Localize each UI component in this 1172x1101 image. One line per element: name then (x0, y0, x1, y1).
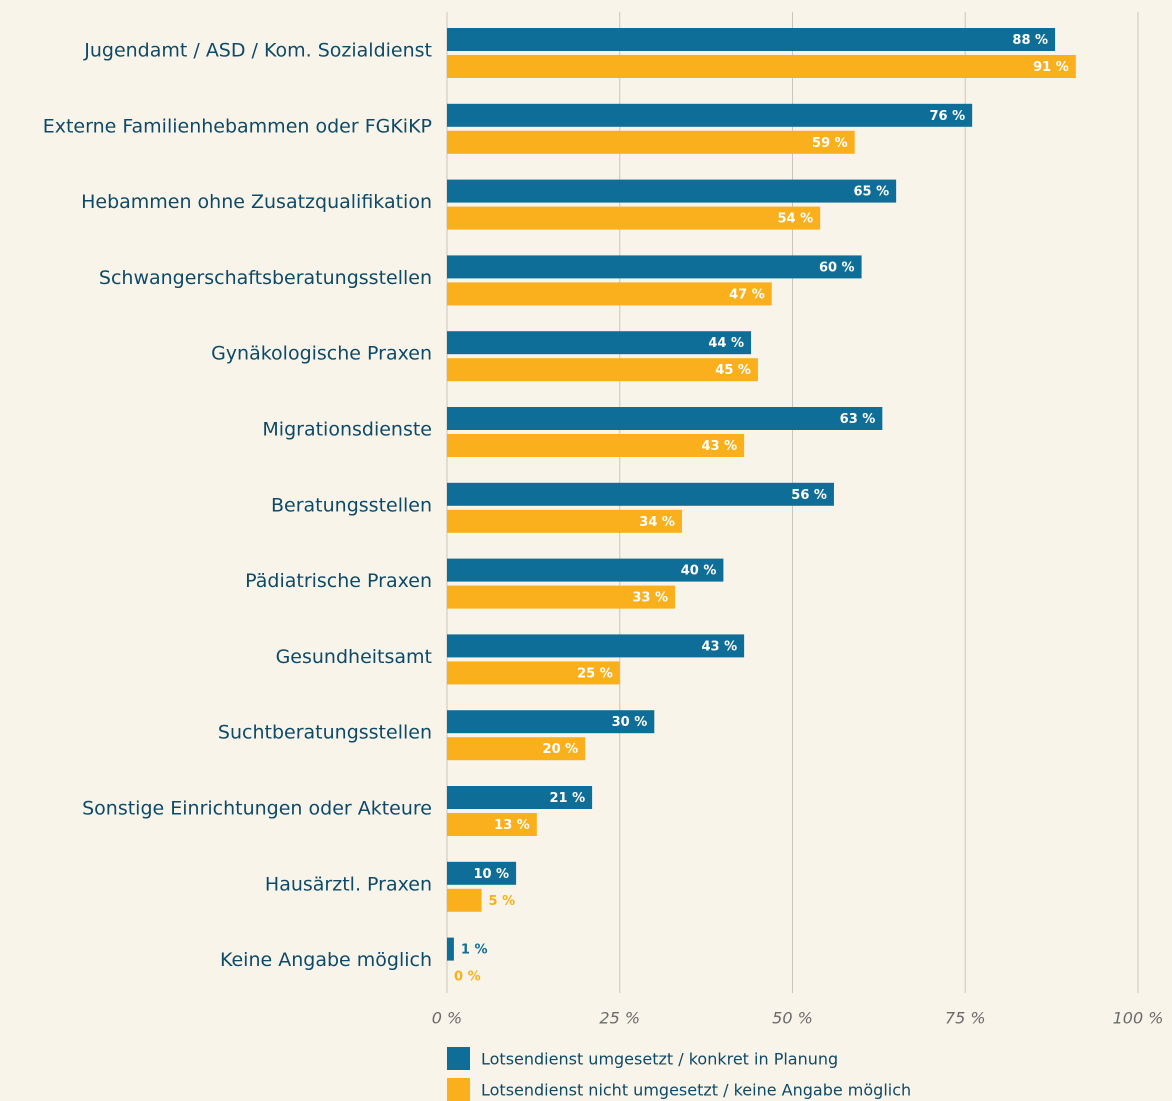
value-label: 5 % (489, 894, 516, 909)
x-tick-label: 50 % (772, 1009, 813, 1028)
bar (447, 509, 682, 533)
bar (447, 737, 586, 761)
value-label: 1 % (461, 943, 488, 958)
category-label: Externe Familienhebammen oder FGKiKP (43, 115, 432, 137)
x-tick-label: 25 % (599, 1009, 640, 1028)
bar (447, 861, 517, 885)
bar (447, 434, 745, 457)
value-label: 20 % (543, 742, 579, 757)
value-label: 65 % (853, 185, 889, 200)
value-label: 30 % (612, 715, 648, 730)
category-label: Migrationsdienste (262, 419, 432, 441)
value-label: 60 % (819, 260, 855, 275)
value-label: 54 % (777, 212, 813, 227)
value-label: 44 % (708, 336, 744, 351)
bar (447, 255, 862, 279)
value-label: 88 % (1012, 33, 1048, 48)
bar (447, 407, 883, 430)
category-label: Keine Angabe möglich (220, 949, 432, 971)
value-label: 43 % (701, 439, 737, 454)
category-label: Hausärztl. Praxen (265, 873, 432, 895)
bar (447, 282, 772, 306)
value-label: 63 % (840, 412, 876, 427)
value-label: 56 % (791, 488, 827, 503)
category-label: Suchtberatungsstellen (218, 722, 432, 744)
legend-swatch (447, 1047, 470, 1070)
bar (447, 358, 758, 382)
value-label: 76 % (930, 109, 966, 124)
bar (447, 103, 973, 127)
bar (447, 813, 537, 836)
x-tick-label: 100 % (1113, 1009, 1164, 1028)
bar (447, 28, 1056, 51)
bar (447, 710, 655, 734)
value-label: 25 % (577, 666, 613, 681)
legend-label: Lotsendienst umgesetzt / konkret in Plan… (481, 1050, 838, 1069)
value-label: 33 % (632, 591, 668, 606)
bar (447, 331, 752, 355)
legend-swatch (447, 1078, 470, 1101)
bar (447, 888, 482, 912)
value-label: 13 % (494, 818, 530, 833)
bar (447, 558, 724, 582)
value-label: 47 % (729, 287, 765, 302)
category-label: Gynäkologische Praxen (211, 343, 432, 365)
value-label: 59 % (812, 136, 848, 151)
bar (447, 786, 593, 809)
bar (447, 206, 821, 230)
category-label: Sonstige Einrichtungen oder Akteure (82, 798, 432, 820)
bar (447, 482, 834, 506)
bar (447, 179, 897, 203)
legend-label: Lotsendienst nicht umgesetzt / keine Ang… (481, 1081, 911, 1100)
category-label: Beratungsstellen (271, 494, 432, 516)
value-label: 0 % (454, 970, 481, 985)
x-tick-label: 0 % (432, 1009, 462, 1028)
value-label: 45 % (715, 363, 751, 378)
bar (447, 937, 454, 961)
bar (447, 661, 620, 685)
bar (447, 55, 1076, 78)
bar (447, 130, 855, 154)
value-label: 10 % (473, 867, 509, 882)
category-label: Schwangerschaftsberatungsstellen (99, 267, 432, 289)
bar (447, 585, 676, 609)
value-label: 34 % (639, 515, 675, 530)
category-label: Jugendamt / ASD / Kom. Sozialdienst (83, 40, 432, 62)
x-tick-label: 75 % (945, 1009, 986, 1028)
category-label: Gesundheitsamt (276, 646, 432, 668)
value-label: 91 % (1033, 60, 1069, 75)
category-label: Hebammen ohne Zusatzqualifikation (81, 191, 432, 213)
value-label: 43 % (701, 639, 737, 654)
value-label: 21 % (549, 791, 585, 806)
category-label: Pädiatrische Praxen (245, 570, 432, 592)
bar (447, 634, 745, 658)
value-label: 40 % (681, 564, 717, 579)
